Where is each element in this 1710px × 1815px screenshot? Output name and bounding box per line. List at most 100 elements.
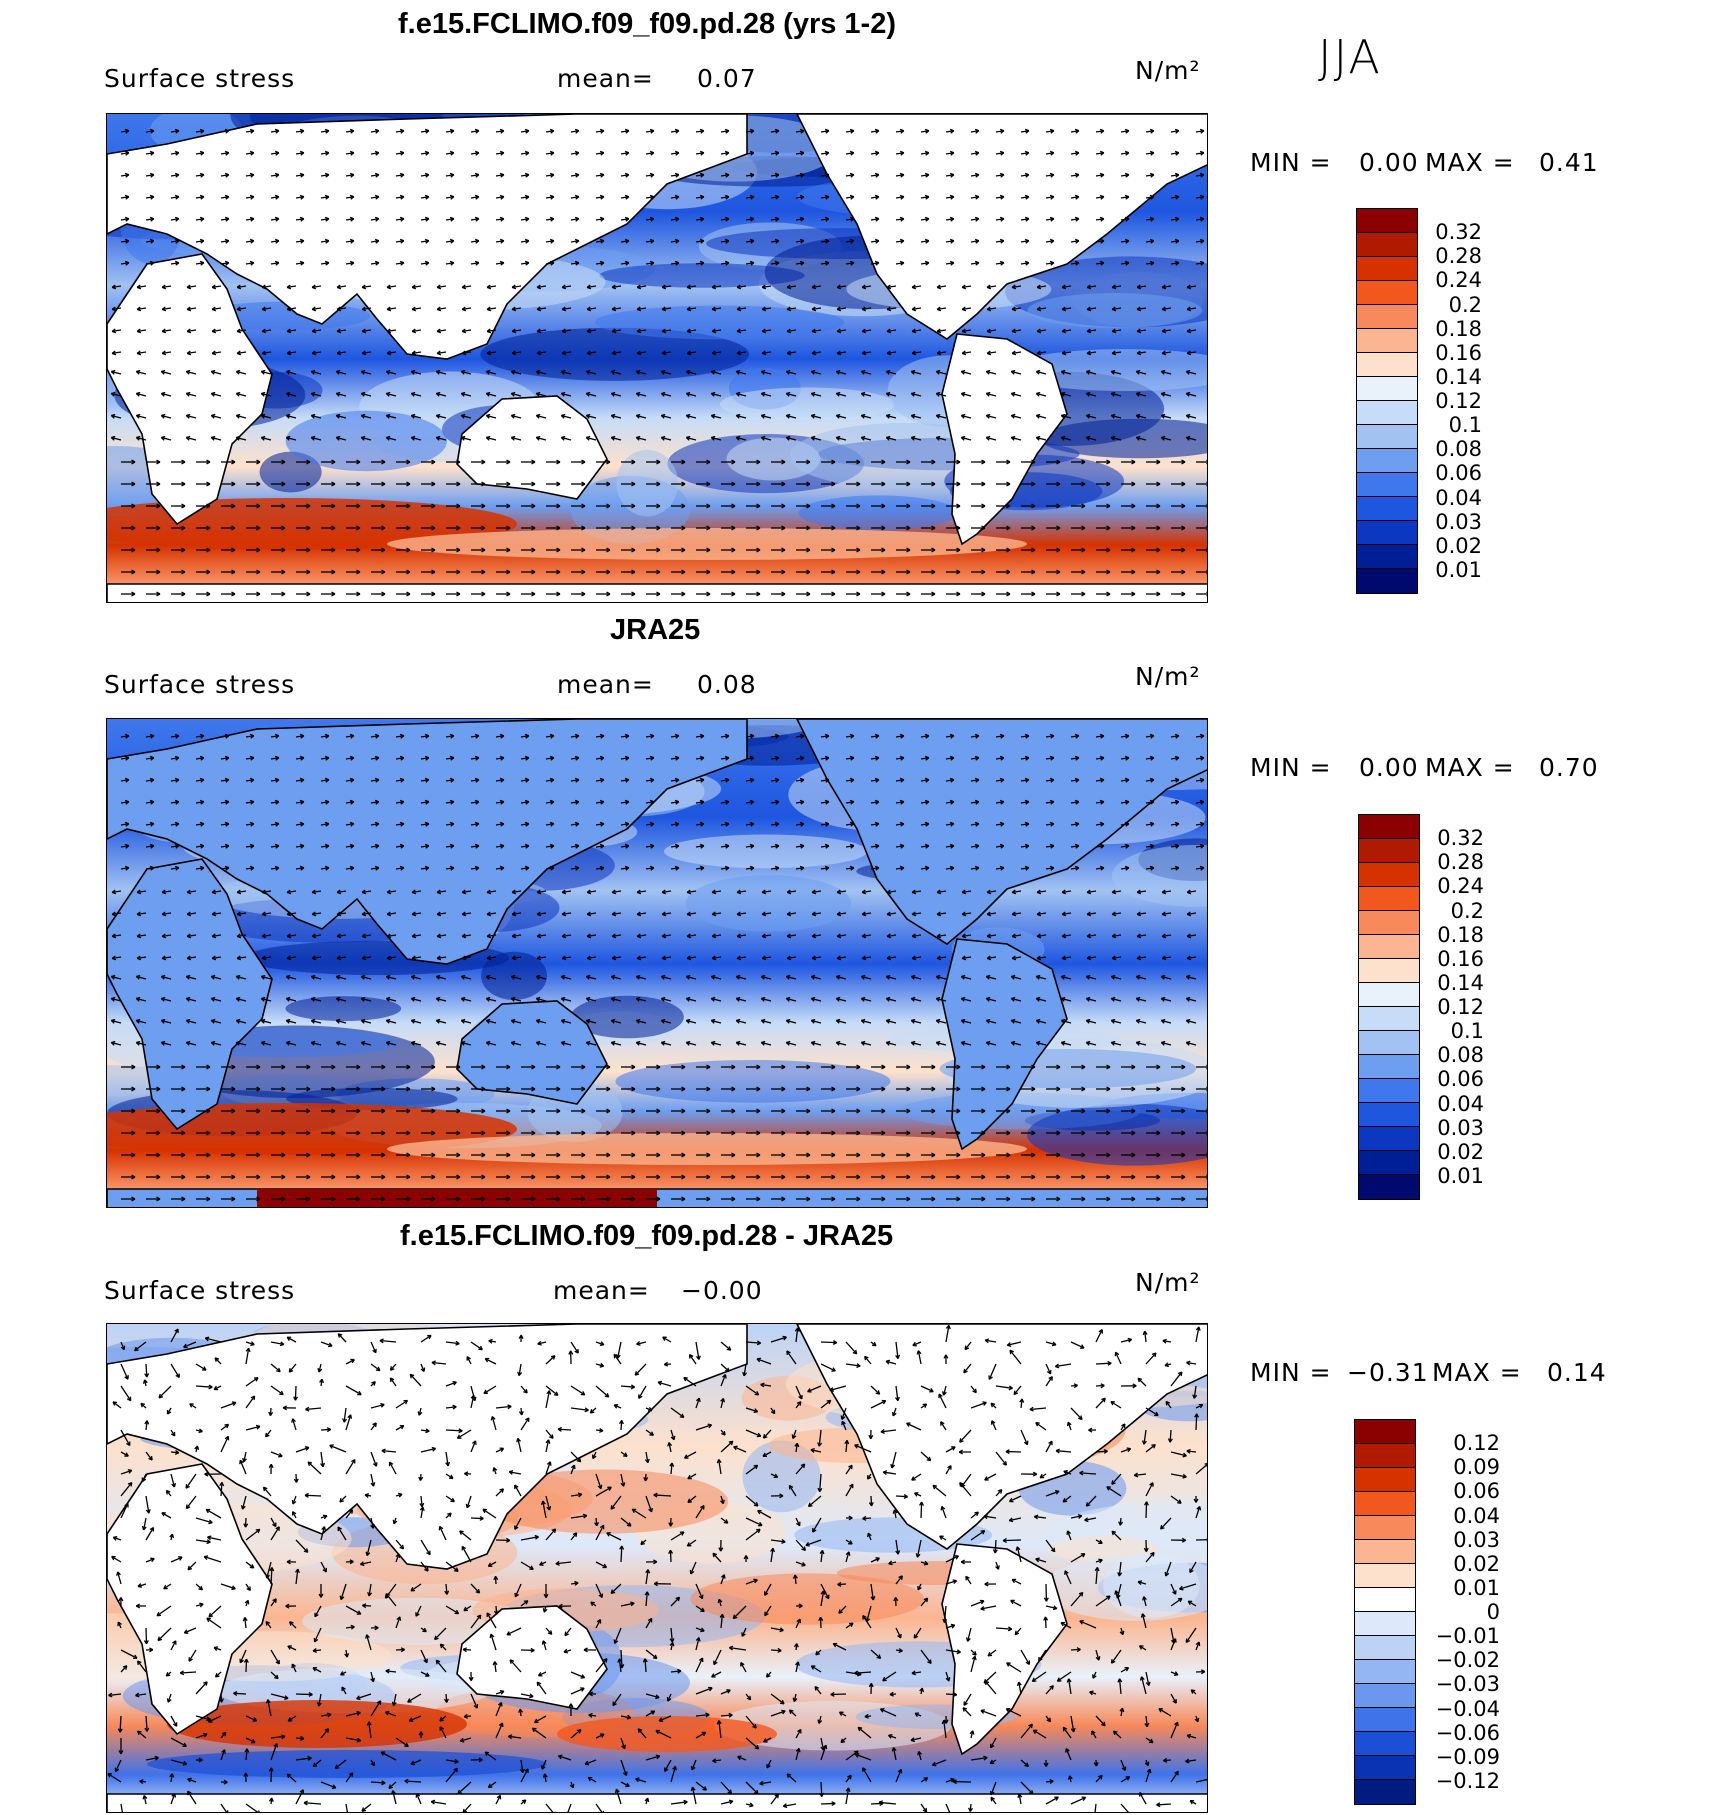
colorbar-swatch bbox=[1355, 1708, 1415, 1732]
panel-2-mean-value: 0.08 bbox=[697, 670, 757, 699]
colorbar-swatch bbox=[1359, 1079, 1419, 1103]
colorbar-tick-label: 0.28 bbox=[1437, 850, 1484, 875]
colorbar-swatch bbox=[1355, 1516, 1415, 1540]
panel-1-max-label: MAX = bbox=[1425, 148, 1515, 177]
colorbar-swatch bbox=[1359, 1103, 1419, 1127]
colorbar-tick-label: 0.28 bbox=[1435, 244, 1482, 269]
panel-2-colorbar-ticks: 0.32 0.28 0.24 0.2 0.18 0.16 0.14 0.12 0.1 0.08 0.… bbox=[1432, 814, 1484, 1200]
colorbar-swatch bbox=[1357, 353, 1417, 377]
colorbar-swatch bbox=[1357, 329, 1417, 353]
panel-1-variable: Surface stress bbox=[104, 64, 296, 93]
colorbar-swatch bbox=[1357, 257, 1417, 281]
colorbar-swatch bbox=[1357, 233, 1417, 257]
colorbar-swatch bbox=[1355, 1612, 1415, 1636]
colorbar-swatch bbox=[1355, 1780, 1415, 1804]
panel-3-colorbar-ticks: 0.12 0.09 0.06 0.04 0.03 0.02 0.01 0 −0.01 −0.02−… bbox=[1430, 1419, 1500, 1805]
colorbar-swatch bbox=[1359, 1031, 1419, 1055]
panel-2-mean-label: mean= bbox=[557, 670, 654, 699]
colorbar-tick-label: 0.08 bbox=[1435, 437, 1482, 462]
panel-2-title: JRA25 bbox=[610, 614, 701, 646]
colorbar-tick-label: 0.32 bbox=[1437, 826, 1484, 851]
panel-1-units: N/m² bbox=[1135, 56, 1201, 85]
colorbar-tick-label: 0.06 bbox=[1435, 461, 1482, 486]
colorbar-tick-label: 0.12 bbox=[1437, 995, 1484, 1019]
colorbar-tick-label: −0.02 bbox=[1435, 1648, 1500, 1673]
colorbar-tick-label: 0.2 bbox=[1448, 292, 1482, 317]
colorbar-tick-label: 0.14 bbox=[1437, 970, 1484, 995]
colorbar-tick-label: 0.09 bbox=[1453, 1455, 1500, 1480]
colorbar-tick-label: 0.18 bbox=[1437, 922, 1484, 947]
colorbar-tick-label: 0.06 bbox=[1453, 1479, 1500, 1504]
colorbar-tick-label: 0.03 bbox=[1435, 509, 1482, 534]
colorbar-swatch bbox=[1357, 497, 1417, 521]
colorbar-swatch bbox=[1359, 887, 1419, 911]
panel-1-max-value: 0.41 bbox=[1539, 148, 1599, 177]
colorbar-swatch bbox=[1355, 1588, 1415, 1612]
panel-3-variable: Surface stress bbox=[104, 1276, 296, 1305]
colorbar-swatch bbox=[1359, 959, 1419, 983]
panel-3-max-value: 0.14 bbox=[1547, 1358, 1607, 1387]
colorbar-swatch bbox=[1357, 545, 1417, 569]
colorbar-tick-label: 0.24 bbox=[1437, 874, 1484, 899]
panel-1-map bbox=[106, 113, 1208, 603]
colorbar-tick-label: 0.16 bbox=[1435, 340, 1482, 365]
colorbar-swatch bbox=[1359, 1151, 1419, 1175]
panel-1-min-label: MIN = bbox=[1250, 148, 1332, 177]
colorbar-tick-label: 0 bbox=[1486, 1600, 1500, 1624]
panel-1-title: f.e15.FCLIMO.f09_f09.pd.28 (yrs 1-2) bbox=[398, 8, 896, 40]
colorbar-tick-label: −0.12 bbox=[1435, 1768, 1500, 1793]
panel-2-min-value: 0.00 bbox=[1359, 753, 1419, 782]
panel-3-units: N/m² bbox=[1135, 1268, 1201, 1297]
colorbar-tick-label: 0.06 bbox=[1437, 1067, 1484, 1092]
colorbar-tick-label: −0.03 bbox=[1435, 1672, 1500, 1697]
colorbar-tick-label: 0.01 bbox=[1435, 557, 1482, 582]
colorbar-swatch bbox=[1355, 1444, 1415, 1468]
panel-2-max-label: MAX = bbox=[1425, 753, 1515, 782]
panel-2-variable: Surface stress bbox=[104, 670, 296, 699]
colorbar-swatch bbox=[1355, 1468, 1415, 1492]
colorbar-tick-label: 0.02 bbox=[1437, 1139, 1484, 1164]
colorbar-swatch bbox=[1357, 209, 1417, 233]
colorbar-tick-label: 0.01 bbox=[1453, 1575, 1500, 1600]
colorbar-swatch bbox=[1357, 305, 1417, 329]
colorbar-tick-label: 0.18 bbox=[1435, 316, 1482, 341]
colorbar-tick-label: 0.16 bbox=[1437, 946, 1484, 971]
colorbar-swatch bbox=[1357, 281, 1417, 305]
panel-2-map bbox=[106, 718, 1208, 1208]
colorbar-swatch bbox=[1357, 449, 1417, 473]
panel-3-title: f.e15.FCLIMO.f09_f09.pd.28 - JRA25 bbox=[400, 1220, 894, 1252]
colorbar-tick-label: −0.09 bbox=[1435, 1744, 1500, 1769]
colorbar-swatch bbox=[1359, 1127, 1419, 1151]
colorbar-swatch bbox=[1357, 569, 1417, 593]
colorbar-swatch bbox=[1355, 1492, 1415, 1516]
colorbar-tick-label: 0.03 bbox=[1437, 1115, 1484, 1140]
panel-3-map bbox=[106, 1323, 1208, 1813]
colorbar-swatch bbox=[1359, 983, 1419, 1007]
colorbar-tick-label: −0.06 bbox=[1435, 1720, 1500, 1745]
colorbar-swatch bbox=[1355, 1756, 1415, 1780]
colorbar-tick-label: 0.02 bbox=[1453, 1551, 1500, 1576]
colorbar-swatch bbox=[1359, 911, 1419, 935]
colorbar-swatch bbox=[1355, 1636, 1415, 1660]
colorbar-tick-label: 0.1 bbox=[1450, 1019, 1484, 1044]
panel-2-max-value: 0.70 bbox=[1539, 753, 1599, 782]
colorbar-tick-label: 0.2 bbox=[1450, 898, 1484, 923]
panel-3-min-label: MIN = bbox=[1250, 1358, 1332, 1387]
panel-3-mean-label: mean= bbox=[553, 1276, 650, 1305]
colorbar-tick-label: 0.14 bbox=[1435, 364, 1482, 389]
colorbar-swatch bbox=[1355, 1540, 1415, 1564]
colorbar-swatch bbox=[1355, 1564, 1415, 1588]
colorbar-swatch bbox=[1357, 425, 1417, 449]
colorbar-tick-label: 0.01 bbox=[1437, 1163, 1484, 1188]
colorbar-swatch bbox=[1357, 473, 1417, 497]
colorbar-tick-label: −0.01 bbox=[1435, 1624, 1500, 1649]
colorbar-tick-label: 0.03 bbox=[1453, 1527, 1500, 1552]
panel-1-colorbar-ticks: 0.32 0.28 0.24 0.2 0.18 0.16 0.14 0.12 0.1 0.08 0.… bbox=[1430, 208, 1482, 594]
colorbar-tick-label: −0.04 bbox=[1435, 1696, 1500, 1721]
colorbar-swatch bbox=[1355, 1732, 1415, 1756]
panel-2-colorbar bbox=[1358, 814, 1420, 1200]
colorbar-tick-label: 0.08 bbox=[1437, 1043, 1484, 1068]
panel-3-min-value: −0.31 bbox=[1347, 1358, 1429, 1387]
colorbar-swatch bbox=[1359, 935, 1419, 959]
colorbar-swatch bbox=[1359, 1175, 1419, 1199]
